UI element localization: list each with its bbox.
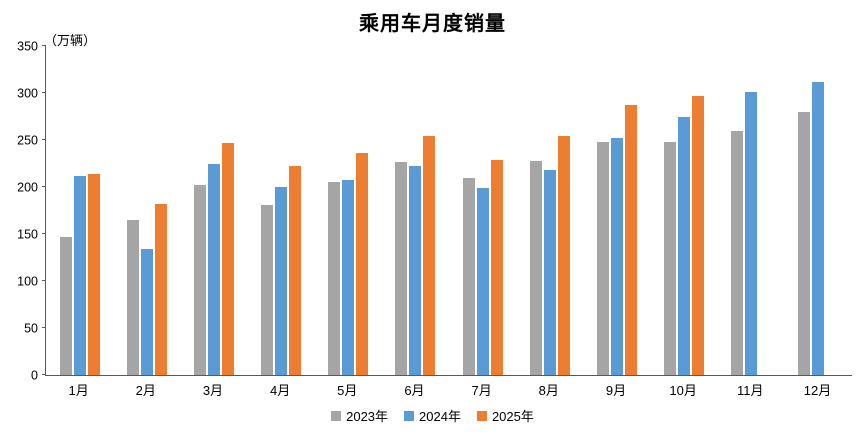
x-axis-label-3月: 3月 — [202, 383, 224, 398]
y-tick-mark — [42, 92, 46, 93]
x-axis-label-2月: 2月 — [135, 383, 156, 398]
bar-2024年-4月 — [275, 187, 288, 375]
x-axis-label-1月: 1月 — [68, 383, 89, 398]
x-axis-labels: 1月 2月 3月 4月 5月 6月 7月 8月 9月 10月 11月 12月 — [45, 380, 851, 399]
y-tick-label: 0 — [31, 367, 38, 382]
y-tick-label: 200 — [17, 179, 38, 194]
y-tick-mark — [42, 45, 46, 46]
bar-2024年-7月 — [476, 187, 489, 375]
bar-2023年-12月 — [798, 111, 811, 375]
bar-2025年-8月 — [557, 136, 570, 375]
bar-2025年-4月 — [289, 166, 302, 375]
bar-group-6月 — [382, 46, 449, 375]
legend-swatch-icon — [476, 410, 487, 421]
bar-2025年-1月 — [87, 173, 100, 375]
bar-group-12月 — [785, 46, 852, 375]
bar-group-7月 — [449, 46, 516, 375]
bar-2025年-2月 — [154, 203, 167, 375]
y-tick-mark — [42, 327, 46, 328]
x-axis-label-4月: 4月 — [269, 383, 291, 398]
bar-2025年-5月 — [356, 153, 369, 375]
x-axis-label-5月: 5月 — [337, 383, 358, 398]
y-tick-label: 50 — [24, 320, 38, 335]
bar-2023年-11月 — [731, 130, 744, 375]
bar-2024年-6月 — [409, 166, 422, 375]
legend-label: 2025年 — [491, 409, 534, 424]
x-axis-label-11月: 11月 — [737, 383, 764, 398]
bar-group-1月 — [46, 46, 113, 375]
bars-container — [46, 46, 852, 375]
y-tick-label: 350 — [17, 38, 38, 53]
y-tick-label: 250 — [17, 132, 38, 147]
bar-2025年-7月 — [490, 159, 503, 375]
y-tick-mark — [42, 139, 46, 140]
y-tick-mark — [42, 186, 46, 187]
bar-2024年-10月 — [678, 116, 691, 375]
x-axis-label-10月: 10月 — [669, 383, 697, 398]
x-axis-label-6月: 6月 — [404, 383, 425, 398]
bar-2024年-8月 — [543, 170, 556, 375]
bar-group-11月 — [718, 46, 785, 375]
legend-label: 2023年 — [346, 409, 389, 424]
bar-2024年-5月 — [342, 180, 355, 375]
bar-2024年-2月 — [140, 249, 153, 375]
bar-2025年-6月 — [423, 136, 436, 375]
bar-2023年-1月 — [59, 236, 72, 375]
legend-swatch-icon — [331, 410, 342, 421]
bar-2024年-12月 — [812, 81, 825, 375]
y-tick-label: 100 — [17, 273, 38, 288]
chart-title: 乘用车月度销量 — [359, 13, 506, 35]
bar-group-3月 — [180, 46, 247, 375]
bar-2024年-1月 — [73, 175, 86, 375]
bar-2023年-5月 — [328, 182, 341, 375]
bar-2024年-9月 — [610, 138, 623, 375]
legend-item-2025年: 2025年 — [476, 406, 534, 425]
x-axis-label-12月: 12月 — [803, 383, 832, 398]
bar-2023年-8月 — [529, 160, 542, 375]
legend-item-2023年: 2023年 — [331, 406, 388, 425]
x-axis-label-9月: 9月 — [605, 383, 627, 398]
bar-group-9月 — [583, 46, 650, 375]
bar-group-2月 — [113, 46, 180, 375]
bar-group-8月 — [516, 46, 583, 375]
y-tick-label: 150 — [17, 226, 38, 241]
x-axis-label-7月: 7月 — [471, 383, 492, 398]
y-tick-mark — [42, 233, 46, 234]
bar-2024年-3月 — [207, 164, 220, 375]
bar-2023年-3月 — [193, 185, 206, 375]
bar-2023年-4月 — [261, 204, 274, 375]
bar-2023年-9月 — [596, 141, 609, 375]
legend: 2023年 2024年 2025年 — [0, 406, 865, 425]
y-axis-unit-label: （万辆） — [44, 33, 97, 48]
y-tick-label: 300 — [17, 85, 38, 100]
bar-2023年-7月 — [462, 177, 475, 375]
bar-group-10月 — [651, 46, 718, 375]
legend-item-2024年: 2024年 — [404, 406, 461, 425]
bar-2024年-11月 — [745, 92, 758, 375]
plot-area: 0 50 100 150 200 250 300 350 — [17, 40, 852, 381]
y-tick-mark — [42, 374, 46, 375]
x-axis-label-8月: 8月 — [538, 383, 559, 398]
bar-2023年-2月 — [126, 219, 139, 375]
bar-2023年-6月 — [395, 161, 408, 375]
bar-group-5月 — [315, 46, 382, 375]
bar-2023年-10月 — [664, 141, 677, 375]
y-tick-mark — [42, 280, 46, 281]
legend-label: 2024年 — [419, 409, 461, 424]
bar-group-4月 — [248, 46, 315, 375]
bar-2025年-3月 — [221, 142, 234, 375]
bar-2025年-10月 — [692, 95, 705, 375]
bar-2025年-9月 — [624, 105, 637, 375]
legend-swatch-icon — [404, 410, 415, 421]
